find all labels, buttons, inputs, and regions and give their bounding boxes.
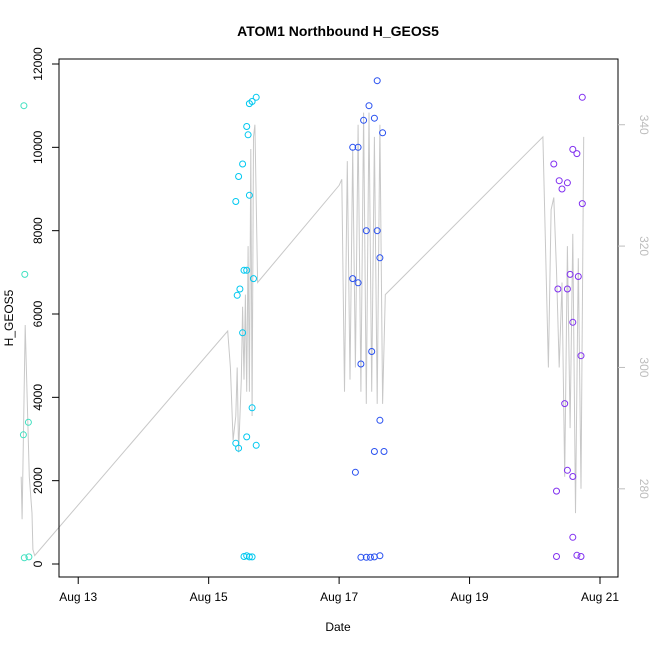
data-point [569, 145, 577, 153]
data-point [366, 553, 374, 561]
data-point [569, 533, 577, 541]
data-point [561, 400, 569, 408]
y-tick-label: 8000 [31, 217, 45, 244]
data-point [245, 553, 253, 561]
y-tick-label: 4000 [31, 384, 45, 411]
data-point [250, 275, 257, 283]
data-point [370, 114, 378, 122]
y2-axis: 280 300 320 340 [618, 115, 650, 499]
data-point [248, 553, 256, 561]
data-point [357, 360, 365, 368]
data-point [243, 266, 251, 274]
plot-frame [58, 58, 619, 578]
y-tick-label: 12000 [31, 47, 45, 81]
y2-tick-label: 300 [637, 357, 650, 377]
data-point [569, 318, 577, 326]
data-point [24, 418, 32, 426]
data-point [558, 185, 566, 193]
data-point [244, 131, 252, 139]
data-point [368, 348, 376, 355]
data-point [577, 553, 585, 560]
data-point [550, 160, 558, 168]
data-point [25, 553, 33, 561]
data-point [248, 404, 256, 412]
data-point [563, 285, 571, 293]
data-point [360, 116, 368, 124]
data-point [553, 553, 560, 560]
y-tick-label: 0 [31, 560, 45, 567]
data-point [563, 179, 571, 187]
data-point [232, 198, 240, 205]
data-point [380, 448, 388, 455]
data-point [376, 552, 384, 560]
data-point [553, 487, 560, 495]
data-point [357, 553, 365, 561]
y-tick-label: 2000 [31, 467, 45, 494]
data-point [365, 102, 373, 110]
data-point [239, 329, 247, 337]
data-point [362, 227, 370, 235]
data-point [370, 553, 378, 561]
data-point [370, 448, 378, 455]
data-point [563, 466, 571, 474]
data-point [569, 473, 577, 480]
x-tick-label: Aug 19 [451, 590, 489, 604]
gas-series-line [20, 112, 585, 557]
data-point [20, 554, 28, 562]
data-point [573, 150, 581, 158]
y-axis: 0 2000 4000 6000 8000 10000 12000 [31, 47, 59, 567]
data-point [252, 93, 260, 101]
data-point [239, 160, 247, 168]
x-tick-label: Aug 15 [190, 590, 228, 604]
x-tick-label: Aug 17 [320, 590, 358, 604]
data-point [252, 441, 260, 449]
gas-line-layer [20, 112, 585, 557]
data-point [349, 143, 357, 151]
data-point [554, 285, 562, 293]
data-point [21, 270, 29, 278]
data-point [236, 285, 244, 293]
data-point [354, 279, 362, 287]
data-point [19, 431, 27, 439]
data-point [577, 352, 585, 360]
data-point [373, 227, 381, 235]
data-point [245, 100, 253, 108]
data-point [235, 173, 243, 180]
x-axis-label: Date [325, 620, 351, 634]
data-point [349, 275, 357, 283]
x-tick-label: Aug 13 [59, 590, 97, 604]
y2-tick-label: 340 [637, 115, 650, 135]
y2-tick-label: 280 [637, 479, 650, 499]
data-point [573, 551, 581, 559]
data-point [362, 553, 370, 561]
data-point [379, 129, 387, 137]
data-point [240, 266, 248, 274]
y-tick-label: 10000 [31, 130, 45, 164]
data-point [566, 270, 574, 278]
chart-title: ATOM1 Northbound H_GEOS5 [237, 23, 439, 39]
data-point [376, 416, 384, 424]
data-point [233, 291, 241, 299]
data-point [243, 433, 251, 441]
data-point [235, 444, 243, 452]
data-point [578, 200, 586, 208]
data-point [351, 468, 359, 476]
y-axis-label: H_GEOS5 [2, 289, 16, 346]
data-point [555, 177, 563, 185]
data-point [574, 273, 582, 280]
y-tick-label: 6000 [31, 300, 45, 327]
x-tick-label: Aug 21 [581, 590, 619, 604]
x-axis: Aug 13 Aug 15 Aug 17 Aug 19 Aug 21 [59, 577, 619, 604]
data-point [376, 254, 384, 262]
data-point [373, 77, 381, 85]
data-point [354, 143, 362, 151]
altitude-point-layer [19, 77, 586, 562]
data-point [578, 93, 586, 101]
data-point [243, 123, 251, 130]
data-point [245, 191, 253, 199]
y2-tick-label: 320 [637, 236, 650, 256]
data-point [20, 102, 28, 110]
